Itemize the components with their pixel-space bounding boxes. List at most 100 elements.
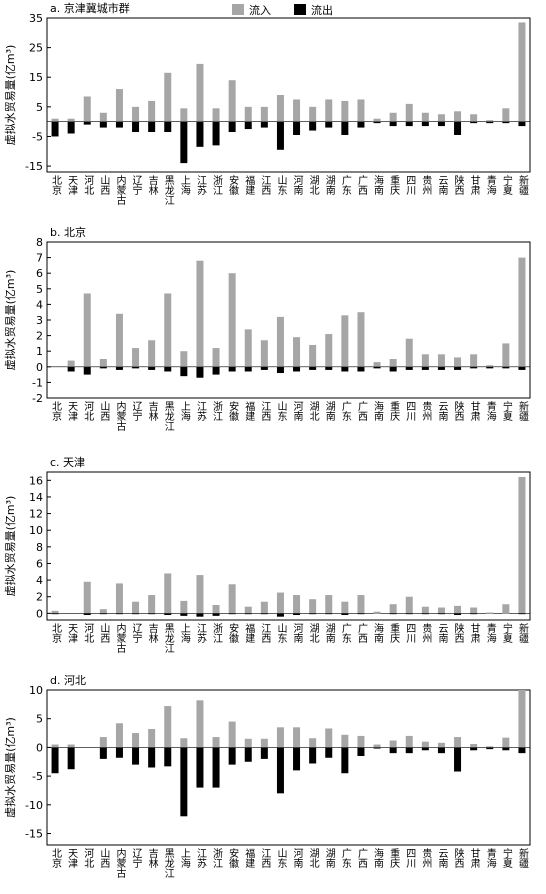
bar	[180, 108, 188, 122]
x-tick-label: 广西	[355, 401, 367, 421]
y-tick-label: -2	[32, 392, 43, 405]
bar	[437, 607, 445, 614]
x-tick-label: 海南	[372, 400, 384, 421]
bar	[470, 366, 478, 369]
bar	[212, 108, 220, 122]
bar	[437, 742, 445, 748]
x-tick-label: 广东	[339, 848, 351, 868]
bar	[244, 747, 252, 762]
bar	[67, 360, 75, 367]
bar	[99, 609, 107, 614]
x-tick-label: 贵州	[420, 622, 432, 643]
x-tick-label: 湖南	[323, 175, 335, 195]
x-tick-label: 四川	[404, 175, 416, 195]
bar	[502, 343, 510, 367]
bar	[309, 613, 317, 615]
bar	[244, 366, 252, 372]
y-tick-label: 4	[36, 574, 43, 587]
panel-title: a. 京津冀城市群	[50, 1, 130, 15]
x-tick-label: 山东	[275, 401, 287, 421]
y-tick-label: 16	[29, 474, 43, 487]
bar	[357, 613, 365, 615]
x-tick-label: 吉林	[146, 623, 158, 644]
bar	[51, 744, 59, 748]
bar	[325, 747, 333, 758]
bar	[325, 334, 333, 367]
panel-title: c. 天津	[50, 456, 85, 469]
x-tick-label: 广东	[339, 401, 351, 421]
bar	[164, 121, 172, 133]
x-tick-label: 安徽	[227, 847, 239, 869]
x-tick-label: 浙江	[211, 623, 223, 643]
y-tick-label: 14	[29, 491, 43, 504]
bar	[148, 121, 156, 133]
bar	[212, 605, 220, 614]
bar	[454, 747, 462, 772]
bar	[325, 613, 333, 615]
x-tick-label: 福建	[243, 847, 255, 868]
bar	[470, 743, 478, 748]
bar	[228, 366, 236, 372]
x-tick-label: 北京	[50, 401, 62, 422]
bar	[244, 738, 252, 748]
x-tick-label: 内蒙古	[114, 400, 126, 432]
x-tick-label: 天津	[66, 623, 78, 644]
x-tick-label: 宁夏	[500, 174, 512, 195]
bar	[502, 747, 510, 751]
bar	[51, 747, 59, 774]
y-tick-label: 12	[29, 508, 43, 521]
bar	[99, 121, 107, 128]
bar	[357, 595, 365, 614]
x-tick-label: 山东	[275, 175, 287, 195]
bar	[373, 747, 381, 749]
x-tick-label: 新疆	[516, 622, 528, 644]
y-axis-label: 虚拟水贸易量(亿m³)	[3, 270, 17, 371]
bar	[405, 121, 413, 127]
bar	[341, 121, 349, 135]
bar	[51, 610, 59, 614]
bar	[325, 121, 333, 128]
x-tick-label: 贵州	[420, 847, 432, 868]
x-tick-label: 重庆	[388, 622, 400, 644]
bar	[99, 747, 107, 759]
x-tick-label: 广东	[339, 623, 351, 643]
x-tick-label: 安徽	[227, 400, 239, 422]
bar	[115, 121, 123, 128]
bar	[132, 733, 140, 748]
x-tick-label: 内蒙古	[114, 847, 126, 879]
bar	[276, 747, 284, 794]
y-tick-label: 10	[29, 684, 43, 697]
bar	[196, 260, 204, 367]
bar	[115, 313, 123, 367]
bar	[83, 121, 91, 125]
x-tick-label: 湖北	[307, 623, 319, 643]
bar	[212, 737, 220, 748]
bar	[293, 99, 301, 122]
x-tick-label: 江西	[259, 401, 271, 421]
x-tick-label: 青海	[484, 847, 496, 869]
bar	[389, 604, 397, 614]
bar	[276, 121, 284, 150]
x-tick-label: 山东	[275, 623, 287, 643]
x-tick-label: 新疆	[516, 400, 528, 422]
bar	[51, 613, 59, 615]
x-tick-label: 云南	[436, 848, 448, 868]
x-tick-label: 江苏	[194, 401, 206, 422]
y-tick-label: 6	[36, 267, 43, 280]
bar	[309, 738, 317, 748]
bar	[67, 118, 75, 122]
bar	[99, 737, 107, 748]
x-tick-label: 浙江	[211, 401, 223, 421]
bar	[196, 63, 204, 122]
bar	[228, 273, 236, 367]
x-tick-label: 陕西	[452, 847, 464, 868]
x-tick-label: 吉林	[146, 848, 158, 869]
bar	[212, 366, 220, 375]
y-tick-label: -1	[32, 376, 43, 389]
bar	[180, 366, 188, 377]
bar	[389, 366, 397, 372]
y-tick-label: -5	[32, 130, 43, 143]
bar	[341, 613, 349, 616]
bar	[180, 351, 188, 367]
bar	[421, 606, 429, 614]
